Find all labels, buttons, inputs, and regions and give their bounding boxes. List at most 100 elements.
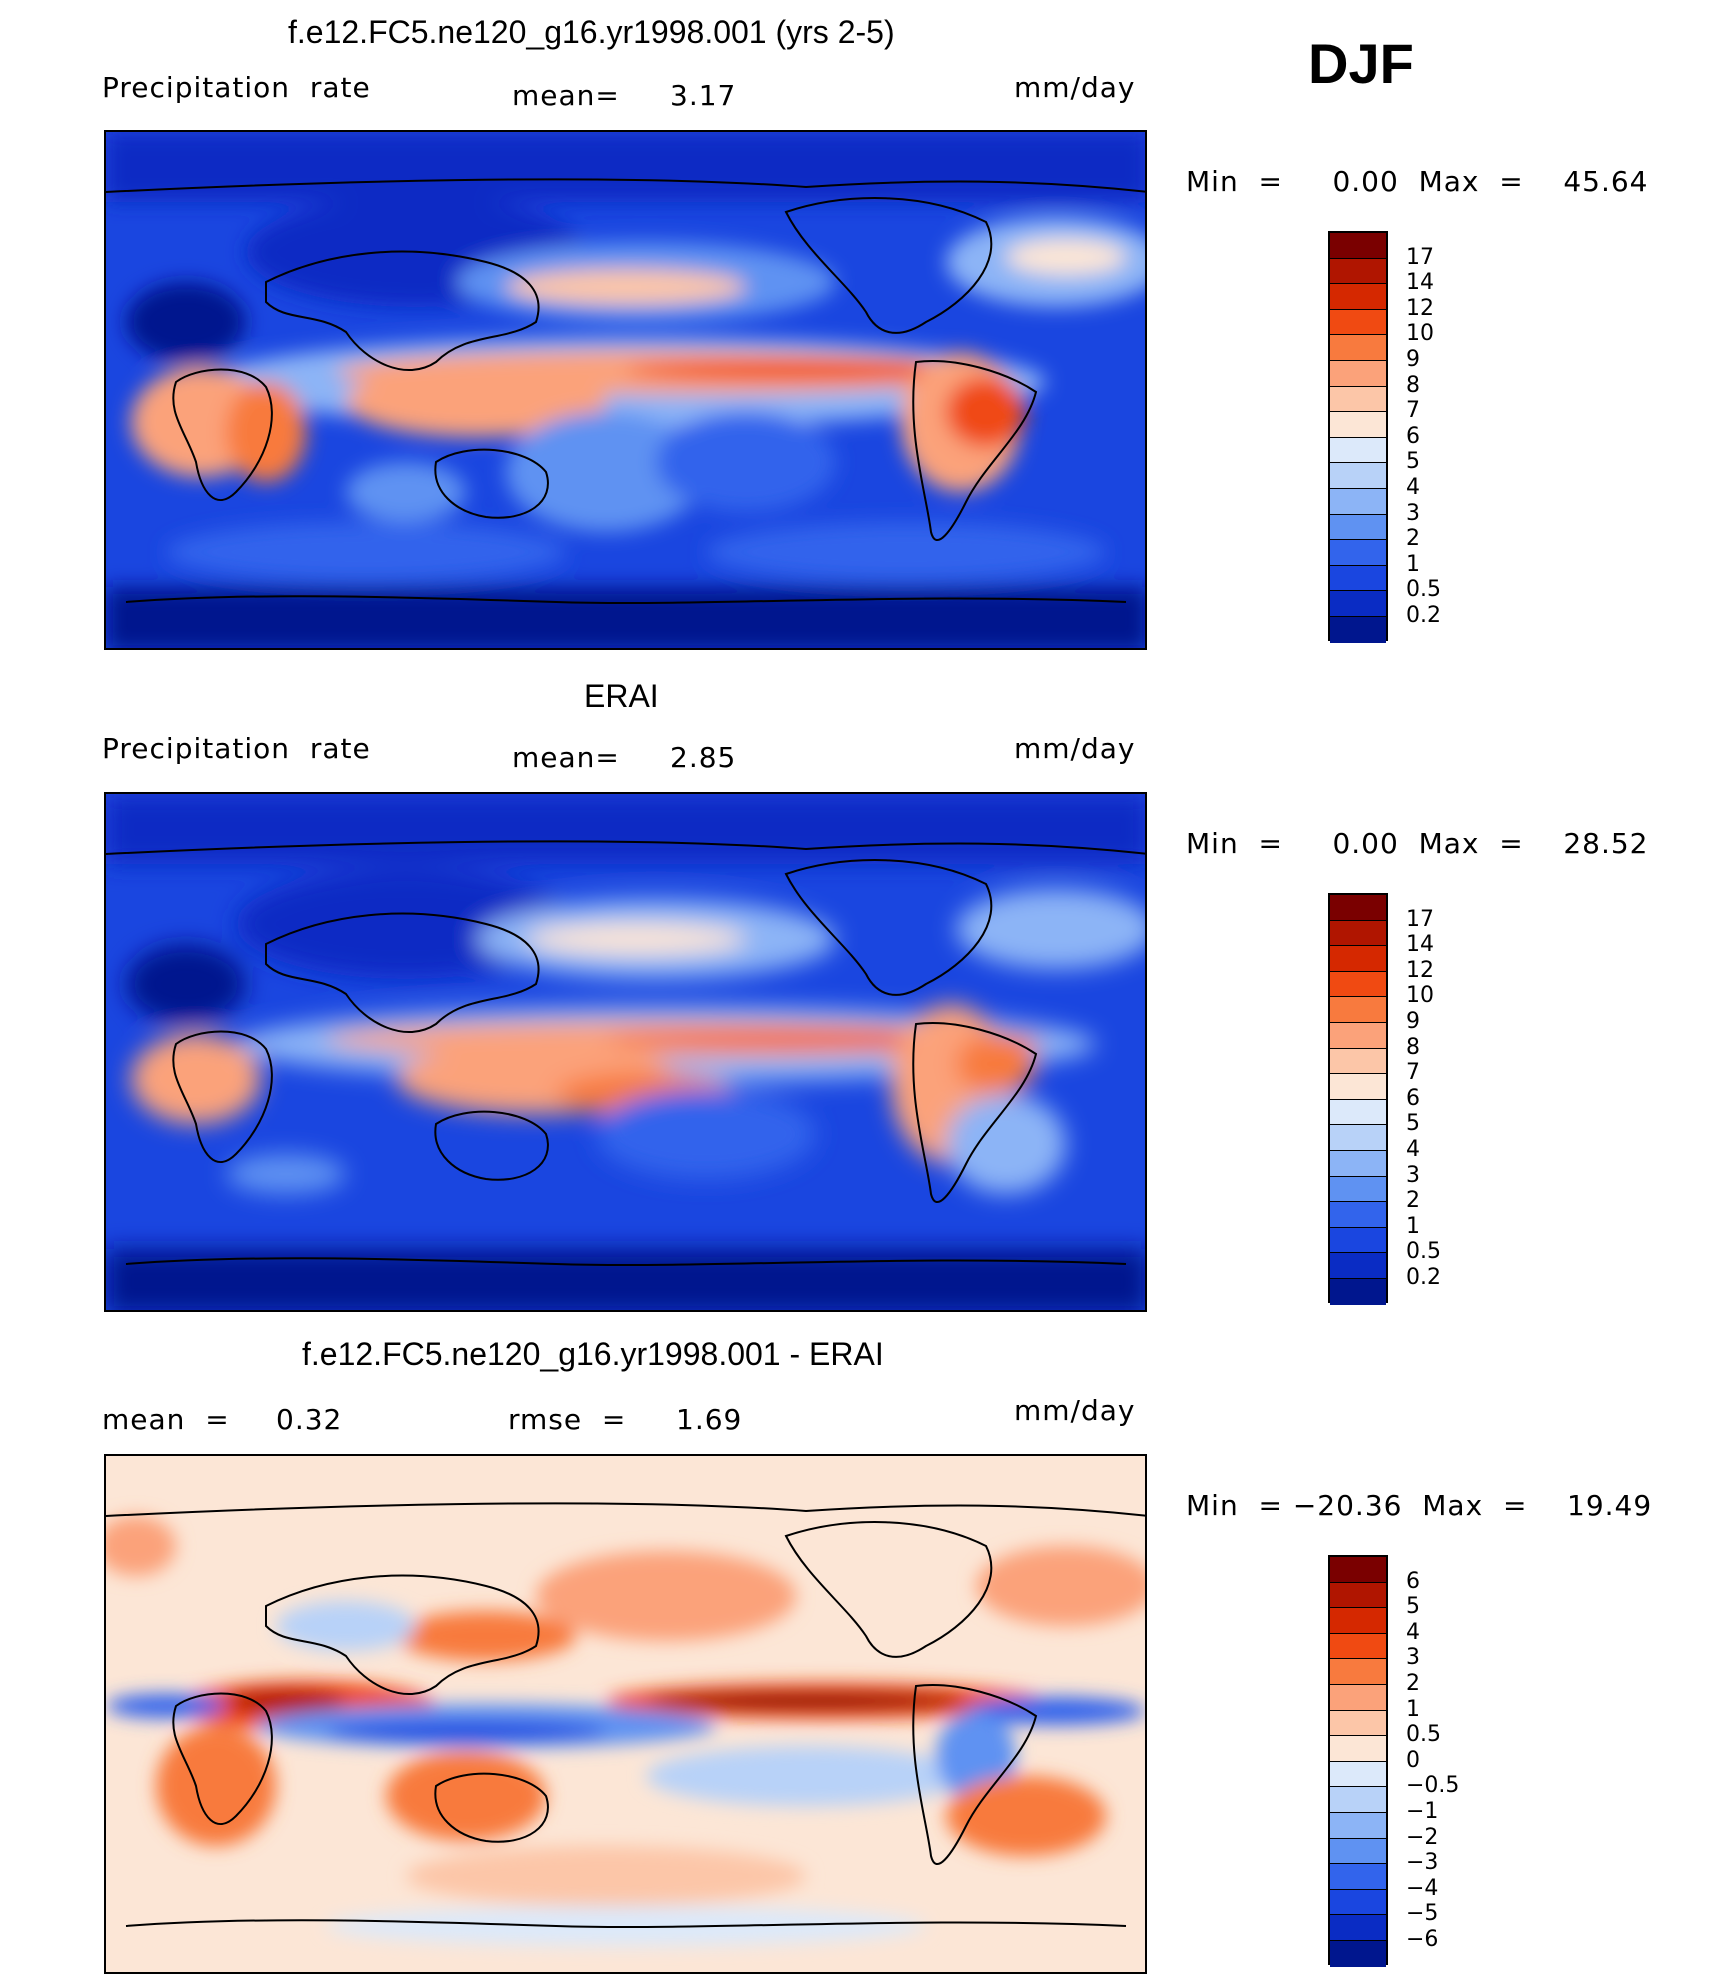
colorbar-segment xyxy=(1330,1787,1386,1813)
panel-3-title: f.e12.FC5.ne120_g16.yr1998.001 - ERAI xyxy=(302,1336,884,1372)
colorbar-tick-label: 14 xyxy=(1406,932,1434,958)
colorbar-tick-label: 2 xyxy=(1406,1188,1420,1214)
panel-1-mean-value: 3.17 xyxy=(670,79,737,112)
colorbar-segment xyxy=(1330,1608,1386,1634)
colorbar-segment xyxy=(1330,1889,1386,1916)
colorbar-tick-label: 17 xyxy=(1406,906,1434,932)
panel-3-rmse-value: 1.69 xyxy=(676,1403,743,1436)
colorbar-segment xyxy=(1330,616,1386,643)
colorbar-segment xyxy=(1330,258,1386,285)
panel-1-units: mm/day xyxy=(1014,71,1136,104)
colorbar-tick-label: 6 xyxy=(1406,1085,1420,1111)
panel-1-mean-label: mean= xyxy=(512,79,620,112)
colorbar-segment xyxy=(1330,971,1386,998)
colorbar-tick-label: 14 xyxy=(1406,270,1434,296)
colorbar-tick-label: 17 xyxy=(1406,244,1434,270)
colorbar-segment xyxy=(1330,920,1386,947)
colorbar-segment xyxy=(1330,1684,1386,1711)
colorbar-segment xyxy=(1330,1761,1386,1788)
colorbar-segment xyxy=(1330,386,1386,413)
colorbar-segment xyxy=(1330,1864,1386,1890)
panel-1-min-max: Min = 0.00 Max = 45.64 xyxy=(1186,165,1649,198)
panel-2-title: ERAI xyxy=(584,678,659,714)
colorbar-tick-label: 7 xyxy=(1406,1060,1420,1086)
colorbar-tick-label: 0 xyxy=(1406,1747,1420,1773)
colorbar-segment xyxy=(1330,1022,1386,1049)
panel-2-map xyxy=(104,792,1147,1312)
colorbar-segment xyxy=(1330,284,1386,310)
colorbar-segment xyxy=(1330,1710,1386,1737)
colorbar-segment xyxy=(1330,233,1386,259)
colorbar-segment xyxy=(1330,565,1386,592)
colorbar-tick-label: −4 xyxy=(1406,1875,1439,1901)
colorbar-segment xyxy=(1330,540,1386,566)
colorbar-tick-label: 10 xyxy=(1406,321,1434,347)
colorbar-tick-label: 2 xyxy=(1406,526,1420,552)
colorbar-segment xyxy=(1330,1659,1386,1685)
colorbar-segment xyxy=(1330,335,1386,361)
colorbar-tick-label: 4 xyxy=(1406,475,1420,500)
colorbar-segment xyxy=(1330,1074,1386,1100)
colorbar-tick-label: 0.5 xyxy=(1406,1722,1441,1748)
colorbar-tick-label: 4 xyxy=(1406,1619,1420,1645)
colorbar-tick-label: −3 xyxy=(1406,1850,1439,1876)
colorbar-tick-label: 6 xyxy=(1406,423,1420,449)
colorbar-tick-label: 4 xyxy=(1406,1137,1420,1162)
colorbar-tick-label: −1 xyxy=(1406,1799,1439,1824)
colorbar-segment xyxy=(1330,1150,1386,1177)
colorbar-tick-label: 10 xyxy=(1406,983,1434,1009)
panel-1-map xyxy=(104,130,1147,650)
colorbar-tick-label: 0.5 xyxy=(1406,1239,1441,1265)
colorbar-tick-label: 2 xyxy=(1406,1671,1420,1696)
colorbar-tick-label: 8 xyxy=(1406,1034,1420,1060)
colorbar-tick-label: 1 xyxy=(1406,551,1420,577)
colorbar-segment xyxy=(1330,488,1386,515)
panel-1-title: f.e12.FC5.ne120_g16.yr1998.001 (yrs 2-5) xyxy=(288,14,895,50)
colorbar-tick-label: 5 xyxy=(1406,1594,1420,1620)
panel-2-colorbar xyxy=(1328,893,1388,1305)
colorbar-segment xyxy=(1330,591,1386,617)
colorbar-tick-label: 3 xyxy=(1406,500,1420,526)
panel-3-map xyxy=(104,1454,1147,1974)
season-label: DJF xyxy=(1308,32,1414,95)
panel-3-units: mm/day xyxy=(1014,1394,1136,1427)
colorbar-tick-label: −5 xyxy=(1406,1901,1439,1927)
colorbar-segment xyxy=(1330,1253,1386,1279)
colorbar-segment xyxy=(1330,1227,1386,1254)
colorbar-tick-label: 0.5 xyxy=(1406,577,1441,603)
colorbar-segment xyxy=(1330,309,1386,336)
colorbar-segment xyxy=(1330,1915,1386,1941)
colorbar-tick-label: 8 xyxy=(1406,372,1420,398)
colorbar-segment xyxy=(1330,997,1386,1023)
panel-2-min-max: Min = 0.00 Max = 28.52 xyxy=(1186,827,1649,860)
panel-1-variable-label: Precipitation rate xyxy=(102,71,371,104)
colorbar-segment xyxy=(1330,1099,1386,1126)
colorbar-segment xyxy=(1330,1940,1386,1967)
colorbar-segment xyxy=(1330,514,1386,541)
colorbar-segment xyxy=(1330,1838,1386,1865)
panel-3-mean-label: mean = xyxy=(102,1403,230,1436)
panel-2-mean-value: 2.85 xyxy=(670,741,737,774)
colorbar-segment xyxy=(1330,1812,1386,1839)
colorbar-tick-label: 7 xyxy=(1406,398,1420,424)
colorbar-segment xyxy=(1330,412,1386,438)
colorbar-tick-label: 5 xyxy=(1406,1111,1420,1137)
panel-2-mean-label: mean= xyxy=(512,741,620,774)
colorbar-segment xyxy=(1330,1176,1386,1203)
colorbar-tick-label: 5 xyxy=(1406,449,1420,475)
colorbar-tick-label: 12 xyxy=(1406,295,1434,321)
colorbar-tick-label: 3 xyxy=(1406,1162,1420,1188)
colorbar-segment xyxy=(1330,1736,1386,1762)
colorbar-segment xyxy=(1330,1633,1386,1660)
colorbar-segment xyxy=(1330,946,1386,972)
colorbar-segment xyxy=(1330,1557,1386,1583)
panel-1-colorbar xyxy=(1328,231,1388,643)
colorbar-segment xyxy=(1330,360,1386,387)
colorbar-tick-label: 1 xyxy=(1406,1213,1420,1239)
colorbar-tick-label: 1 xyxy=(1406,1696,1420,1722)
colorbar-segment xyxy=(1330,437,1386,464)
colorbar-tick-label: 9 xyxy=(1406,1009,1420,1034)
colorbar-tick-label: 3 xyxy=(1406,1645,1420,1671)
panel-3-colorbar xyxy=(1328,1555,1388,1967)
colorbar-segment xyxy=(1330,895,1386,921)
